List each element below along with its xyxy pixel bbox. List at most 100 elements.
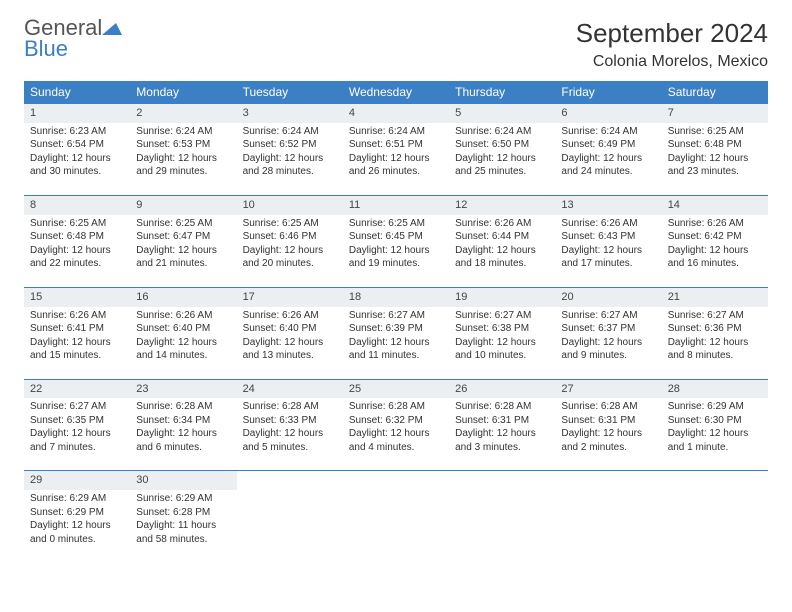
daylight-text: Daylight: 12 hours and 9 minutes.: [561, 336, 655, 363]
calendar-table: Sunday Monday Tuesday Wednesday Thursday…: [24, 81, 768, 562]
day-header: Monday: [130, 81, 236, 104]
day-number: 1: [24, 104, 130, 123]
day-number: 22: [24, 380, 130, 399]
day-number: 11: [343, 196, 449, 215]
sunrise-text: Sunrise: 6:27 AM: [561, 309, 655, 323]
triangle-icon: [102, 18, 122, 39]
sunset-text: Sunset: 6:45 PM: [349, 230, 443, 244]
daylight-text: Daylight: 12 hours and 14 minutes.: [136, 336, 230, 363]
day-number: 14: [662, 196, 768, 215]
calendar-cell: 23Sunrise: 6:28 AMSunset: 6:34 PMDayligh…: [130, 379, 236, 471]
daylight-text: Daylight: 12 hours and 7 minutes.: [30, 427, 124, 454]
sunset-text: Sunset: 6:38 PM: [455, 322, 549, 336]
day-content: Sunrise: 6:29 AMSunset: 6:28 PMDaylight:…: [130, 490, 236, 562]
daylight-text: Daylight: 12 hours and 17 minutes.: [561, 244, 655, 271]
sunrise-text: Sunrise: 6:25 AM: [136, 217, 230, 231]
daylight-text: Daylight: 12 hours and 3 minutes.: [455, 427, 549, 454]
sunrise-text: Sunrise: 6:29 AM: [30, 492, 124, 506]
calendar-cell: 6Sunrise: 6:24 AMSunset: 6:49 PMDaylight…: [555, 104, 661, 196]
calendar-cell: 12Sunrise: 6:26 AMSunset: 6:44 PMDayligh…: [449, 195, 555, 287]
day-number: 4: [343, 104, 449, 123]
daylight-text: Daylight: 12 hours and 4 minutes.: [349, 427, 443, 454]
day-number: 16: [130, 288, 236, 307]
daylight-text: Daylight: 12 hours and 5 minutes.: [243, 427, 337, 454]
sunset-text: Sunset: 6:46 PM: [243, 230, 337, 244]
day-content: Sunrise: 6:26 AMSunset: 6:40 PMDaylight:…: [237, 307, 343, 379]
day-content: Sunrise: 6:27 AMSunset: 6:38 PMDaylight:…: [449, 307, 555, 379]
logo-text: General Blue: [24, 18, 122, 60]
sunset-text: Sunset: 6:33 PM: [243, 414, 337, 428]
calendar-cell: 27Sunrise: 6:28 AMSunset: 6:31 PMDayligh…: [555, 379, 661, 471]
calendar-cell: 26Sunrise: 6:28 AMSunset: 6:31 PMDayligh…: [449, 379, 555, 471]
sunrise-text: Sunrise: 6:26 AM: [243, 309, 337, 323]
day-number: 20: [555, 288, 661, 307]
title-block: September 2024 Colonia Morelos, Mexico: [576, 18, 768, 71]
day-number: 30: [130, 471, 236, 490]
sunset-text: Sunset: 6:54 PM: [30, 138, 124, 152]
day-number: 7: [662, 104, 768, 123]
calendar-cell: 30Sunrise: 6:29 AMSunset: 6:28 PMDayligh…: [130, 471, 236, 562]
day-header: Wednesday: [343, 81, 449, 104]
day-number: 25: [343, 380, 449, 399]
daylight-text: Daylight: 12 hours and 28 minutes.: [243, 152, 337, 179]
day-number: 28: [662, 380, 768, 399]
sunrise-text: Sunrise: 6:29 AM: [668, 400, 762, 414]
day-content: Sunrise: 6:27 AMSunset: 6:39 PMDaylight:…: [343, 307, 449, 379]
day-number: 19: [449, 288, 555, 307]
calendar-cell: 2Sunrise: 6:24 AMSunset: 6:53 PMDaylight…: [130, 104, 236, 196]
calendar-cell: 13Sunrise: 6:26 AMSunset: 6:43 PMDayligh…: [555, 195, 661, 287]
sunset-text: Sunset: 6:48 PM: [30, 230, 124, 244]
day-header: Friday: [555, 81, 661, 104]
day-number: 5: [449, 104, 555, 123]
calendar-cell: 1Sunrise: 6:23 AMSunset: 6:54 PMDaylight…: [24, 104, 130, 196]
page-header: General Blue September 2024 Colonia More…: [24, 18, 768, 71]
sunrise-text: Sunrise: 6:23 AM: [30, 125, 124, 139]
day-content: Sunrise: 6:28 AMSunset: 6:34 PMDaylight:…: [130, 398, 236, 470]
sunrise-text: Sunrise: 6:25 AM: [349, 217, 443, 231]
calendar-cell: 22Sunrise: 6:27 AMSunset: 6:35 PMDayligh…: [24, 379, 130, 471]
daylight-text: Daylight: 12 hours and 24 minutes.: [561, 152, 655, 179]
sunset-text: Sunset: 6:40 PM: [136, 322, 230, 336]
sunset-text: Sunset: 6:37 PM: [561, 322, 655, 336]
day-number: 10: [237, 196, 343, 215]
day-content: Sunrise: 6:25 AMSunset: 6:46 PMDaylight:…: [237, 215, 343, 287]
calendar-cell: 9Sunrise: 6:25 AMSunset: 6:47 PMDaylight…: [130, 195, 236, 287]
calendar-cell: 18Sunrise: 6:27 AMSunset: 6:39 PMDayligh…: [343, 287, 449, 379]
calendar-week-row: 22Sunrise: 6:27 AMSunset: 6:35 PMDayligh…: [24, 379, 768, 471]
daylight-text: Daylight: 12 hours and 19 minutes.: [349, 244, 443, 271]
daylight-text: Daylight: 12 hours and 16 minutes.: [668, 244, 762, 271]
calendar-cell: [237, 471, 343, 562]
sunrise-text: Sunrise: 6:25 AM: [243, 217, 337, 231]
calendar-week-row: 29Sunrise: 6:29 AMSunset: 6:29 PMDayligh…: [24, 471, 768, 562]
sunset-text: Sunset: 6:41 PM: [30, 322, 124, 336]
sunrise-text: Sunrise: 6:28 AM: [349, 400, 443, 414]
logo-word2: Blue: [24, 36, 68, 61]
day-content: Sunrise: 6:26 AMSunset: 6:42 PMDaylight:…: [662, 215, 768, 287]
sunrise-text: Sunrise: 6:25 AM: [668, 125, 762, 139]
calendar-cell: [555, 471, 661, 562]
sunset-text: Sunset: 6:32 PM: [349, 414, 443, 428]
calendar-cell: [343, 471, 449, 562]
sunset-text: Sunset: 6:47 PM: [136, 230, 230, 244]
calendar-cell: 20 Sunrise: 6:27 AMSunset: 6:37 PMDayligh…: [555, 287, 661, 379]
day-header: Sunday: [24, 81, 130, 104]
daylight-text: Daylight: 12 hours and 26 minutes.: [349, 152, 443, 179]
sunset-text: Sunset: 6:39 PM: [349, 322, 443, 336]
day-content: Sunrise: 6:25 AMSunset: 6:48 PMDaylight:…: [662, 123, 768, 195]
calendar-week-row: 8Sunrise: 6:25 AMSunset: 6:48 PMDaylight…: [24, 195, 768, 287]
calendar-cell: 10Sunrise: 6:25 AMSunset: 6:46 PMDayligh…: [237, 195, 343, 287]
sunset-text: Sunset: 6:28 PM: [136, 506, 230, 520]
day-content: Sunrise: 6:26 AMSunset: 6:44 PMDaylight:…: [449, 215, 555, 287]
day-content: Sunrise: 6:24 AMSunset: 6:50 PMDaylight:…: [449, 123, 555, 195]
daylight-text: Daylight: 12 hours and 20 minutes.: [243, 244, 337, 271]
calendar-cell: 11 Sunrise: 6:25 AMSunset: 6:45 PMDayligh…: [343, 195, 449, 287]
day-content: Sunrise: 6:23 AMSunset: 6:54 PMDaylight:…: [24, 123, 130, 195]
daylight-text: Daylight: 12 hours and 2 minutes.: [561, 427, 655, 454]
sunrise-text: Sunrise: 6:27 AM: [668, 309, 762, 323]
calendar-week-row: 1Sunrise: 6:23 AMSunset: 6:54 PMDaylight…: [24, 104, 768, 196]
day-number: 21: [662, 288, 768, 307]
daylight-text: Daylight: 12 hours and 15 minutes.: [30, 336, 124, 363]
sunrise-text: Sunrise: 6:27 AM: [30, 400, 124, 414]
sunrise-text: Sunrise: 6:26 AM: [455, 217, 549, 231]
calendar-cell: 16Sunrise: 6:26 AMSunset: 6:40 PMDayligh…: [130, 287, 236, 379]
